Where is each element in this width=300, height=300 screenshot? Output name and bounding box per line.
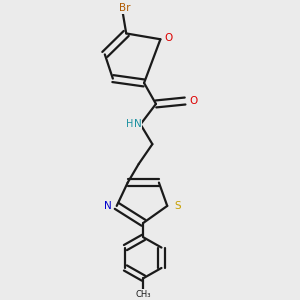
Text: O: O bbox=[189, 96, 197, 106]
Text: H: H bbox=[126, 119, 134, 129]
Text: N: N bbox=[134, 119, 141, 129]
Text: N: N bbox=[104, 201, 112, 211]
Text: S: S bbox=[174, 201, 181, 211]
Text: O: O bbox=[164, 33, 172, 43]
Text: CH₃: CH₃ bbox=[136, 290, 151, 299]
Text: Br: Br bbox=[119, 3, 130, 13]
